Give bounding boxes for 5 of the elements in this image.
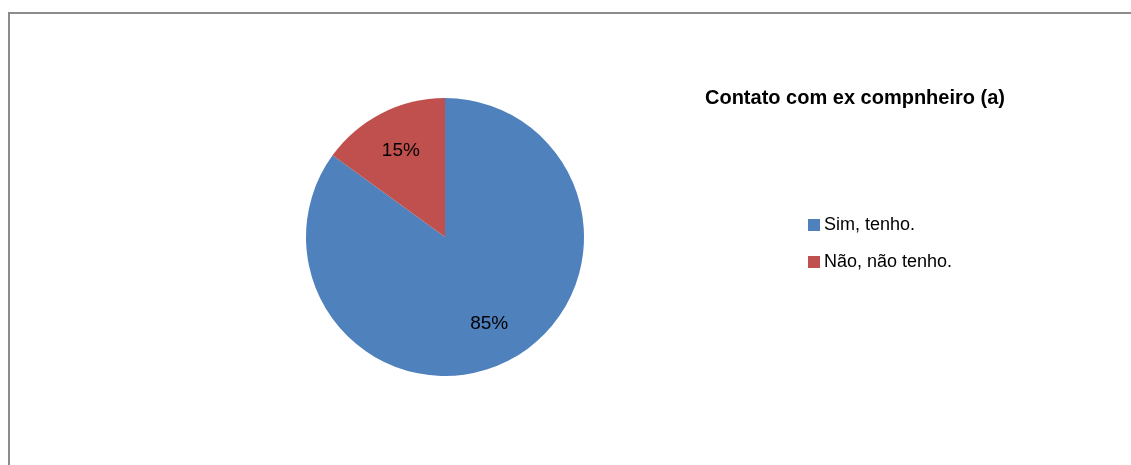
chart-title: Contato com ex compnheiro (a): [704, 85, 1006, 108]
data-label: 85%: [470, 311, 509, 333]
legend-label: Sim, tenho.: [824, 213, 916, 234]
legend-label: Não, não tenho.: [824, 250, 953, 271]
data-label: 15%: [381, 138, 420, 160]
